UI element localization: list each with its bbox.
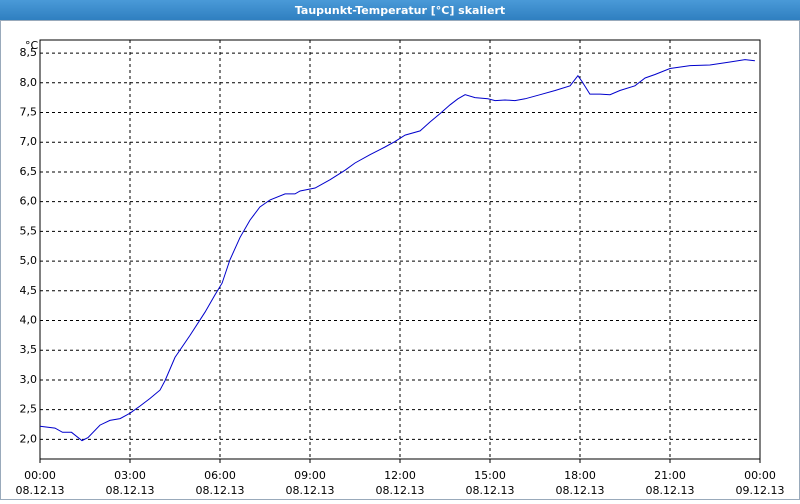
x-tick-label: 09:00	[294, 469, 326, 482]
title-bar	[0, 0, 800, 20]
y-tick-label: 7,0	[20, 135, 38, 148]
y-tick-label: 7,5	[20, 106, 38, 119]
x-tick-label: 15:00	[474, 469, 506, 482]
data-line	[39, 59, 755, 442]
x-tick-label: 12:00	[384, 469, 416, 482]
y-tick-label: 4,0	[20, 314, 38, 327]
y-tick-label: 5,0	[20, 254, 38, 267]
y-tick-label: 6,0	[20, 195, 38, 208]
x-tick-label: 21:00	[654, 469, 686, 482]
x-tick-date: 08.12.13	[466, 484, 515, 497]
chart-title: Taupunkt-Temperatur [°C] skaliert	[295, 4, 505, 17]
plot-frame	[39, 39, 761, 460]
y-tick-label: 5,5	[20, 224, 38, 237]
y-tick-label: 6,5	[20, 165, 38, 178]
x-tick-label: 00:00	[24, 469, 56, 482]
y-tick-label: 2,5	[20, 403, 38, 416]
y-tick-label: 3,0	[20, 373, 38, 386]
x-tick-label: 00:00	[744, 469, 776, 482]
x-tick-date: 08.12.13	[196, 484, 245, 497]
y-tick-label: 3,5	[20, 343, 38, 356]
x-tick-date: 08.12.13	[556, 484, 605, 497]
x-tick-label: 18:00	[564, 469, 596, 482]
y-tick-label: 4,5	[20, 284, 38, 297]
y-tick-label: 8,5	[20, 46, 38, 59]
y-tick-label: 2,0	[20, 432, 38, 445]
x-tick-date: 08.12.13	[646, 484, 695, 497]
x-tick-date: 08.12.13	[286, 484, 335, 497]
y-axis-label: °C	[25, 39, 39, 52]
y-tick-label: 8,0	[20, 76, 38, 89]
x-tick-date: 08.12.13	[16, 484, 65, 497]
x-tick-date: 08.12.13	[106, 484, 155, 497]
x-tick-label: 03:00	[114, 469, 146, 482]
x-tick-date: 08.12.13	[376, 484, 425, 497]
x-tick-label: 06:00	[204, 469, 236, 482]
x-tick-date: 09.12.13	[736, 484, 785, 497]
